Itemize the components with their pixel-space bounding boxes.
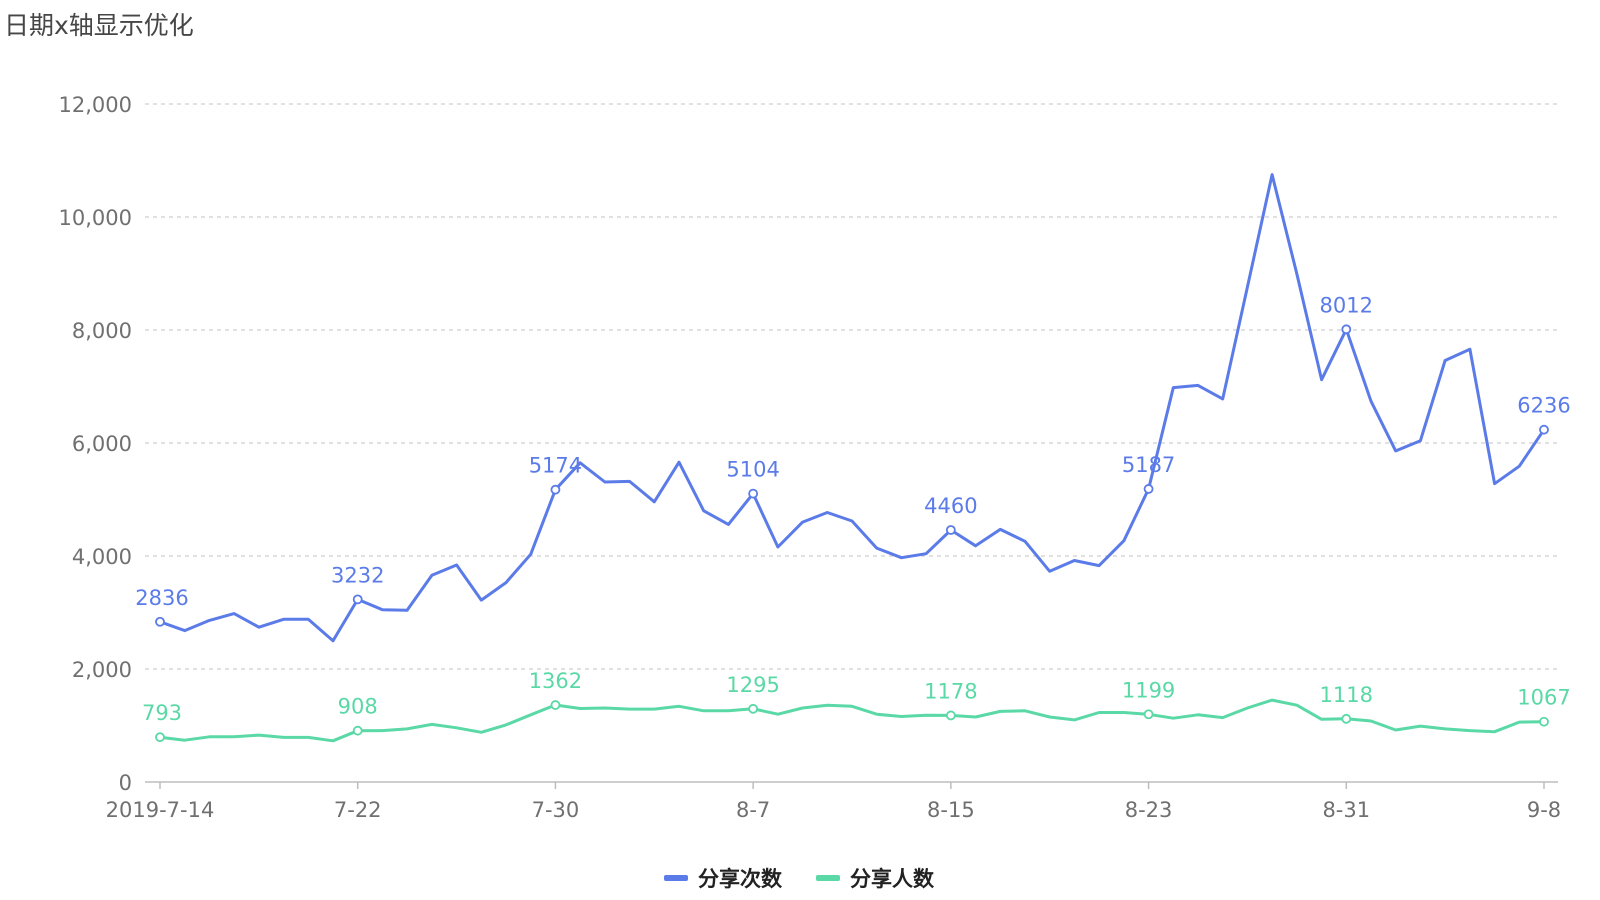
data-label: 1118 <box>1320 683 1373 707</box>
data-label: 5104 <box>726 458 779 482</box>
data-point <box>749 705 757 713</box>
data-label: 1199 <box>1122 678 1175 702</box>
x-tick-label: 7-22 <box>334 798 382 822</box>
data-label: 6236 <box>1517 394 1570 418</box>
y-tick-label: 0 <box>119 771 132 795</box>
legend-item-share-users[interactable]: 分享人数 <box>816 867 935 891</box>
legend-label: 分享人数 <box>850 867 935 891</box>
data-label: 5174 <box>529 454 582 478</box>
x-tick-label: 7-30 <box>532 798 580 822</box>
y-tick-label: 4,000 <box>72 545 132 569</box>
data-point <box>1342 715 1350 723</box>
x-tick-label: 8-31 <box>1322 798 1370 822</box>
data-label: 908 <box>338 695 378 719</box>
data-point <box>1540 426 1548 434</box>
data-label: 793 <box>142 701 182 725</box>
data-point <box>1540 718 1548 726</box>
data-point <box>156 733 164 741</box>
data-point <box>749 490 757 498</box>
x-tick-label: 8-23 <box>1125 798 1173 822</box>
data-point <box>1145 710 1153 718</box>
y-tick-label: 2,000 <box>72 658 132 682</box>
legend[interactable]: 分享次数 分享人数 <box>664 867 935 891</box>
x-tick-label: 2019-7-14 <box>106 798 215 822</box>
data-label: 4460 <box>924 494 977 518</box>
data-point <box>551 701 559 709</box>
x-tick-label: 8-7 <box>736 798 770 822</box>
y-tick-label: 8,000 <box>72 319 132 343</box>
y-axis: 0 2,000 4,000 6,000 8,000 10,000 12,000 <box>59 93 132 795</box>
y-tick-label: 12,000 <box>59 93 132 117</box>
data-label: 1295 <box>726 673 779 697</box>
x-axis: 2019-7-14 7-22 7-30 8-7 8-15 8-23 8-31 9-8 <box>106 782 1562 822</box>
data-point <box>354 727 362 735</box>
data-label: 3232 <box>331 563 384 587</box>
data-label: 5187 <box>1122 453 1175 477</box>
data-label: 1067 <box>1517 686 1570 710</box>
data-point <box>947 711 955 719</box>
y-tick-label: 10,000 <box>59 206 132 230</box>
data-point <box>1145 485 1153 493</box>
data-point <box>156 618 164 626</box>
legend-marker <box>664 875 688 881</box>
data-label: 2836 <box>135 586 188 610</box>
legend-label: 分享次数 <box>698 867 783 891</box>
legend-item-share-count[interactable]: 分享次数 <box>664 867 783 891</box>
series-share-count: 2836 3232 5174 5104 4460 5187 8012 6236 <box>135 175 1570 641</box>
data-label: 8012 <box>1320 293 1373 317</box>
data-label: 1178 <box>924 679 977 703</box>
x-tick-label: 8-15 <box>927 798 975 822</box>
series-share-users: 793 908 1362 1295 1178 1199 1118 1067 <box>142 669 1571 741</box>
x-tick-label: 9-8 <box>1527 798 1561 822</box>
data-point <box>551 486 559 494</box>
data-point <box>947 526 955 534</box>
y-tick-label: 6,000 <box>72 432 132 456</box>
legend-marker <box>816 875 840 881</box>
data-label: 1362 <box>529 669 582 693</box>
series-layer: 2836 3232 5174 5104 4460 5187 8012 6236 793 908 13… <box>135 175 1570 742</box>
data-point <box>1342 325 1350 333</box>
data-point <box>354 595 362 603</box>
